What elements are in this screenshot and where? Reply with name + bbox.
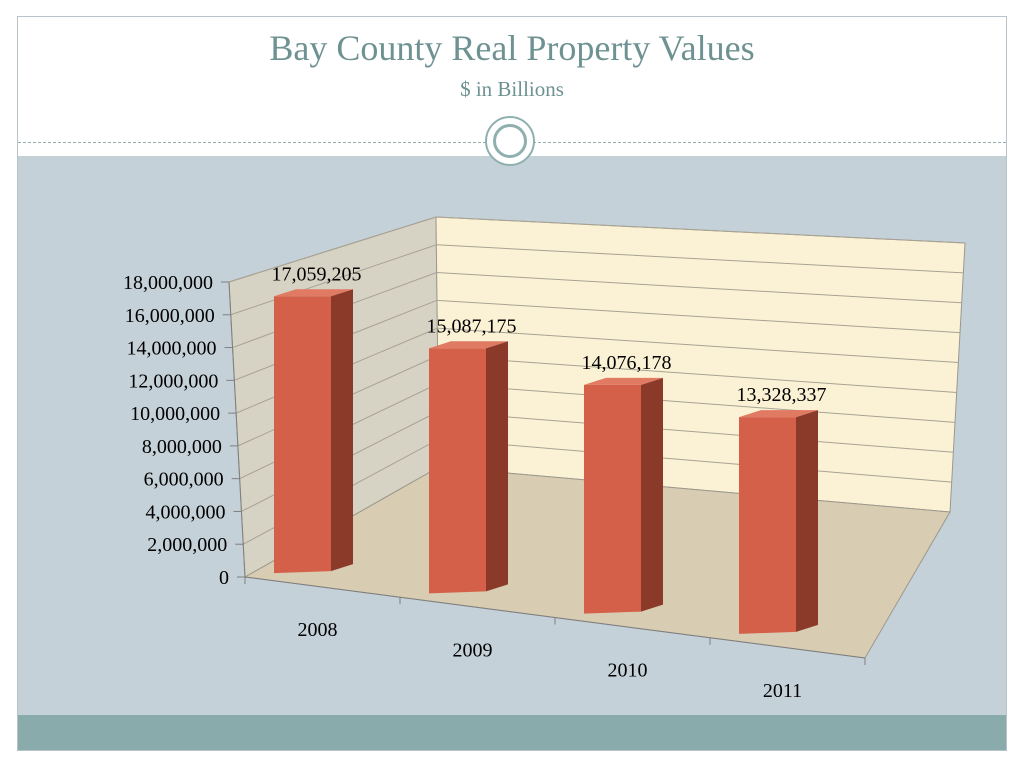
chart-axes: [221, 281, 866, 665]
y-tick-label: 2,000,000: [147, 534, 227, 556]
y-tick-label: 8,000,000: [142, 436, 222, 458]
x-category-label: 2010: [608, 660, 648, 682]
circle-ornament-icon: [485, 116, 535, 166]
data-label: 14,076,178: [582, 352, 672, 374]
y-axis-line: [228, 281, 246, 578]
chart-bars: [274, 289, 818, 634]
bar-side: [331, 289, 353, 572]
x-category-label: 2011: [763, 680, 802, 702]
data-label: 13,328,337: [737, 384, 827, 406]
bar-front: [274, 296, 331, 574]
bar-side: [796, 410, 818, 632]
bar-top: [274, 289, 353, 297]
y-tick-label: 0: [219, 567, 229, 589]
back-wall: [435, 216, 966, 513]
y-tick-label: 6,000,000: [144, 469, 224, 491]
y-tick-label: 10,000,000: [130, 403, 220, 425]
slide-title: Bay County Real Property Values: [269, 28, 755, 68]
y-tick-label: 4,000,000: [145, 501, 225, 523]
y-tick-label: 14,000,000: [127, 338, 217, 360]
bar-front: [584, 384, 641, 614]
footer-band: [18, 715, 1006, 750]
data-label: 17,059,205: [272, 263, 362, 285]
data-label: 15,087,175: [427, 315, 517, 337]
y-tick-label: 18,000,000: [123, 272, 213, 294]
y-tick-label: 12,000,000: [128, 370, 218, 392]
bar-front: [429, 348, 486, 594]
bar-side: [641, 377, 663, 612]
bar-top: [429, 341, 508, 349]
slide-subtitle: $ in Billions: [460, 77, 564, 101]
bar-top: [739, 410, 818, 418]
circle-ornament-inner: [493, 124, 527, 158]
bar-top: [584, 377, 663, 385]
bar-side: [486, 341, 508, 592]
gridline: [228, 216, 966, 283]
x-category-label: 2008: [298, 619, 338, 641]
chart-labels: 0 2,000,000 4,000,000 6,000,000 8,000,000 10,…: [123, 263, 827, 702]
x-category-label: 2009: [453, 639, 493, 661]
y-tick-label: 16,000,000: [125, 305, 215, 327]
bar-front: [739, 417, 796, 634]
